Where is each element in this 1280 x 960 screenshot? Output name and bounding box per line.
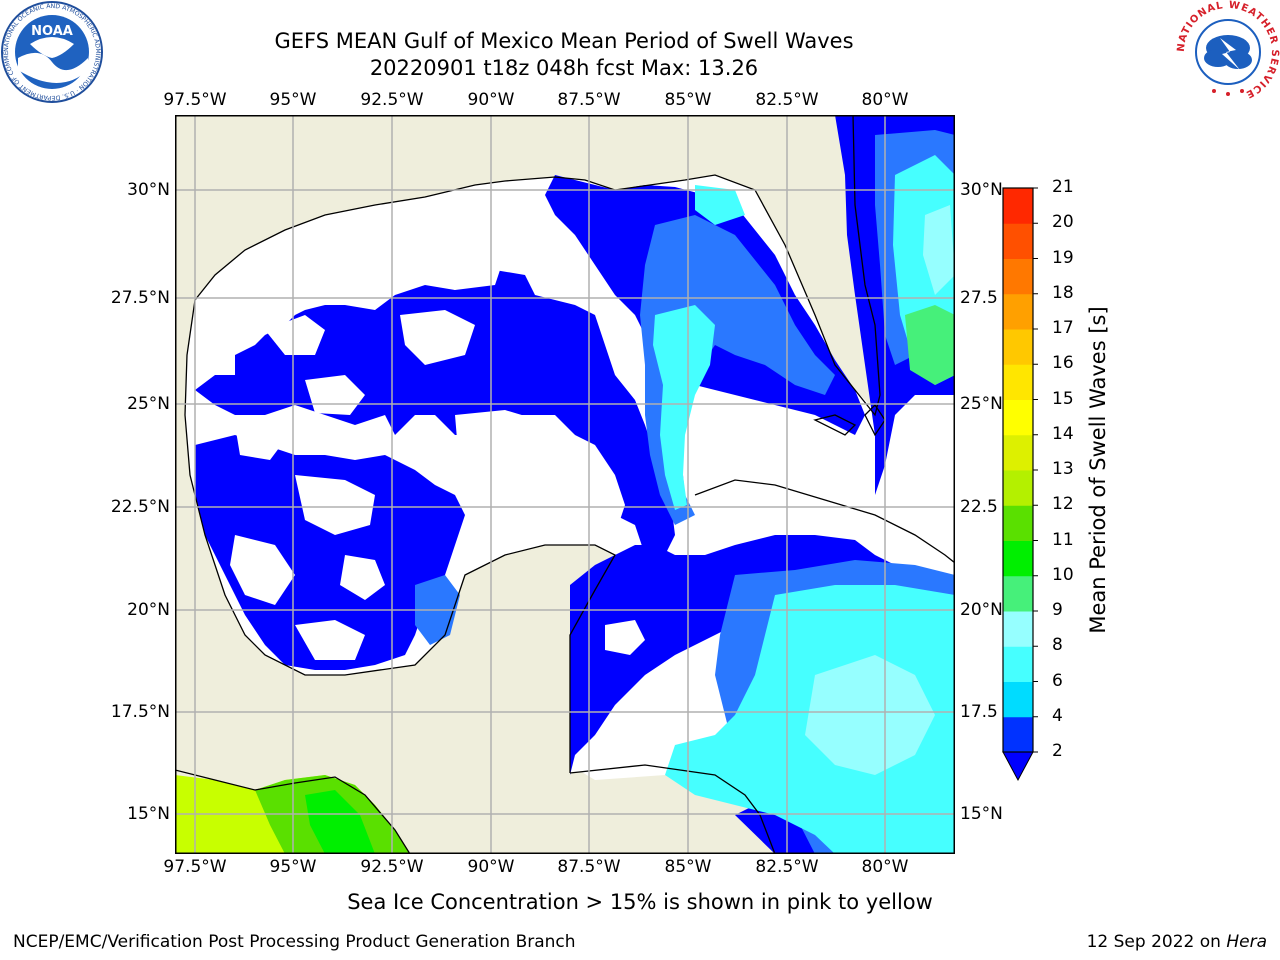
swell-lightcyan-regions	[805, 205, 955, 775]
colorbar-tick-label: 21	[1052, 177, 1074, 197]
footer-branch: NCEP/EMC/Verification Post Processing Pr…	[13, 932, 576, 952]
colorbar-bin	[1003, 540, 1033, 577]
lon-tick-bottom: 90°W	[467, 857, 515, 877]
footer-date: 12 Sep 2022 on Hera	[1087, 932, 1267, 952]
colorbar-tick-label: 6	[1052, 670, 1063, 691]
colorbar-tick-label: 12	[1052, 494, 1074, 515]
colorbar-bin	[1003, 611, 1033, 647]
colorbar-bin	[1003, 434, 1033, 471]
colorbar-tick-label: 13	[1052, 459, 1074, 479]
lat-tick-left: 22.5°N	[110, 497, 170, 517]
colorbar-tick-label: 16	[1052, 353, 1074, 374]
map-panel	[175, 115, 955, 854]
colorbar-bin	[1003, 575, 1033, 612]
colorbar-tick-label: 14	[1052, 423, 1074, 444]
colorbar-tick-label: 19	[1052, 247, 1074, 268]
footer-date-text: 12 Sep 2022 on	[1086, 932, 1227, 952]
colorbar-bin	[1003, 223, 1033, 259]
colorbar-tick-label: 20	[1052, 212, 1074, 233]
lon-tick-top: 80°W	[861, 90, 909, 110]
colorbar-tick-label: 8	[1052, 635, 1063, 656]
colorbar-tick-label: 10	[1052, 564, 1074, 585]
lat-tick-left: 17.5°N	[110, 702, 170, 722]
lat-tick-right: 15°N	[960, 804, 1003, 824]
lon-tick-bottom: 87.5°W	[557, 857, 621, 877]
colorbar-tick-label: 11	[1052, 529, 1074, 550]
colorbar-bin	[1003, 258, 1033, 295]
lat-tick-right: 25°N	[960, 394, 1003, 414]
map-frame	[175, 115, 955, 854]
lon-tick-top: 82.5°W	[755, 90, 819, 110]
lon-tick-bottom: 95°W	[269, 857, 317, 877]
colorbar-tick-label: 15	[1052, 388, 1074, 409]
colorbar-bin	[1003, 470, 1033, 506]
gridlines	[175, 115, 955, 854]
lat-tick-right: 22.5	[960, 497, 998, 517]
lat-tick-left: 25°N	[127, 394, 170, 414]
noaa-logo-text: NOAA	[31, 24, 73, 39]
colorbar-bin	[1003, 716, 1033, 753]
colorbar-bin	[1003, 329, 1033, 365]
colorbar-tick-label: 18	[1052, 282, 1074, 303]
lat-tick-right: 20°N	[960, 600, 1003, 620]
colorbar	[1002, 187, 1038, 782]
lat-tick-right: 27.5	[960, 288, 998, 308]
lon-tick-bottom: 97.5°W	[163, 857, 227, 877]
chart-subtitle: 20220901 t18z 048h fcst Max: 13.26	[369, 56, 759, 80]
lat-tick-left: 20°N	[127, 600, 170, 620]
colorbar-tick-label: 17	[1052, 318, 1074, 338]
colorbar-bin	[1003, 188, 1033, 224]
chart-title: GEFS MEAN Gulf of Mexico Mean Period of …	[274, 29, 854, 53]
colorbar-bin	[1003, 681, 1033, 718]
colorbar-bin	[1003, 364, 1033, 400]
lon-tick-bottom: 92.5°W	[360, 857, 424, 877]
colorbar-bin	[1003, 293, 1033, 330]
noaa-logo: NATIONAL OCEANIC AND ATMOSPHERIC ADMINIS…	[0, 0, 103, 103]
nws-logo: NATIONAL WEATHER SERVICE	[1176, 0, 1279, 102]
swell-green-east	[905, 305, 955, 385]
colorbar-tick-label: 4	[1052, 705, 1063, 726]
sea-ice-note: Sea Ice Concentration > 15% is shown in …	[347, 890, 933, 914]
colorbar-extend-arrow	[1002, 751, 1034, 782]
lon-tick-top: 87.5°W	[557, 90, 621, 110]
colorbar-bins	[1003, 188, 1033, 753]
lat-tick-right: 30°N	[960, 180, 1003, 200]
colorbar-label: Mean Period of Swell Waves [s]	[1086, 306, 1110, 634]
lon-tick-bottom: 82.5°W	[755, 857, 819, 877]
lat-tick-left: 30°N	[127, 180, 170, 200]
lon-tick-bottom: 85°W	[664, 857, 712, 877]
coastlines	[175, 115, 955, 854]
lon-tick-top: 90°W	[467, 90, 515, 110]
colorbar-tick-label: 2	[1052, 741, 1063, 761]
colorbar-bin	[1003, 505, 1033, 541]
lon-tick-top: 85°W	[664, 90, 712, 110]
colorbar-bin	[1003, 399, 1033, 436]
lat-tick-right: 17.5	[960, 702, 998, 722]
lon-tick-bottom: 80°W	[861, 857, 909, 877]
lat-tick-left: 27.5°N	[110, 288, 170, 308]
colorbar-bin	[1003, 646, 1033, 682]
lon-tick-top: 95°W	[269, 90, 317, 110]
swell-gaps	[230, 235, 875, 660]
lon-tick-top: 92.5°W	[360, 90, 424, 110]
lon-tick-top: 97.5°W	[163, 90, 227, 110]
footer-machine: Hera	[1226, 932, 1267, 952]
colorbar-tick-label: 9	[1052, 600, 1063, 620]
lat-tick-left: 15°N	[127, 804, 170, 824]
